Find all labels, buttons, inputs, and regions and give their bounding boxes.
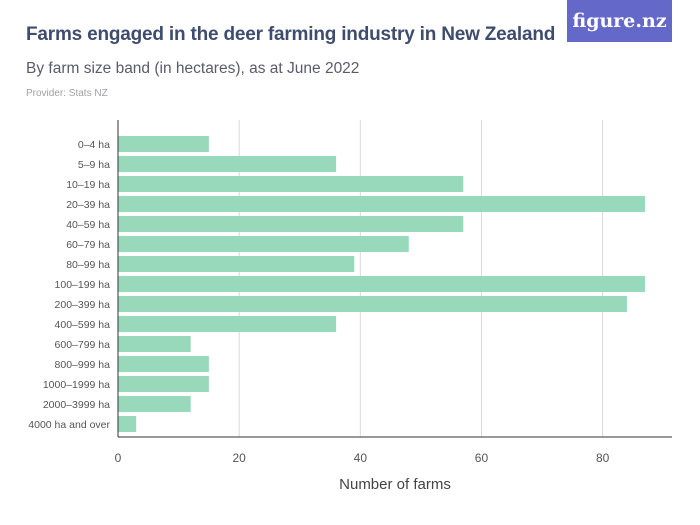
bars bbox=[118, 136, 646, 432]
bar-3 bbox=[118, 196, 646, 212]
chart-title: Farms engaged in the deer farming indust… bbox=[26, 24, 556, 45]
bar-13 bbox=[118, 396, 191, 412]
x-tick-label: 60 bbox=[475, 451, 489, 465]
x-tick-label: 80 bbox=[596, 451, 610, 465]
category-label: 400–599 ha bbox=[55, 319, 111, 331]
category-label: 100–199 ha bbox=[55, 279, 111, 291]
bar-0 bbox=[118, 136, 209, 152]
x-tick-label: 0 bbox=[115, 451, 122, 465]
bar-8 bbox=[118, 296, 627, 312]
category-label: 10–19 ha bbox=[66, 179, 110, 191]
bar-5 bbox=[118, 236, 409, 252]
category-label: 1000–1999 ha bbox=[43, 379, 110, 391]
x-tick-label: 40 bbox=[354, 451, 368, 465]
bar-14 bbox=[118, 416, 137, 432]
category-label: 80–99 ha bbox=[66, 259, 110, 271]
category-labels: 0–4 ha 5–9 ha 10–19 ha 20–39 ha 40–59 ha 60–7… bbox=[28, 139, 110, 431]
bar-4 bbox=[118, 216, 464, 232]
bar-12 bbox=[118, 376, 209, 392]
x-axis-label: Number of farms bbox=[339, 476, 451, 493]
bar-9 bbox=[118, 316, 337, 332]
bar-7 bbox=[118, 276, 646, 292]
provider-credit: Provider: Stats NZ bbox=[26, 88, 108, 99]
category-label: 4000 ha and over bbox=[28, 419, 110, 431]
figure-nz-logo[interactable]: figure.nz bbox=[567, 0, 672, 42]
category-label: 5–9 ha bbox=[78, 159, 110, 171]
chart-subtitle: By farm size band (in hectares), as at J… bbox=[26, 60, 360, 77]
category-label: 200–399 ha bbox=[55, 299, 111, 311]
x-tick-label: 20 bbox=[232, 451, 246, 465]
bar-6 bbox=[118, 256, 355, 272]
bar-2 bbox=[118, 176, 464, 192]
bar-10 bbox=[118, 336, 191, 352]
category-label: 800–999 ha bbox=[55, 359, 111, 371]
axes: 0 20 40 60 80 bbox=[115, 120, 672, 465]
bar-1 bbox=[118, 156, 337, 172]
bar-11 bbox=[118, 356, 209, 372]
category-label: 0–4 ha bbox=[78, 139, 110, 151]
category-label: 20–39 ha bbox=[66, 199, 110, 211]
category-label: 40–59 ha bbox=[66, 219, 110, 231]
category-label: 600–799 ha bbox=[55, 339, 111, 351]
category-label: 2000–3999 ha bbox=[43, 399, 110, 411]
category-label: 60–79 ha bbox=[66, 239, 110, 251]
